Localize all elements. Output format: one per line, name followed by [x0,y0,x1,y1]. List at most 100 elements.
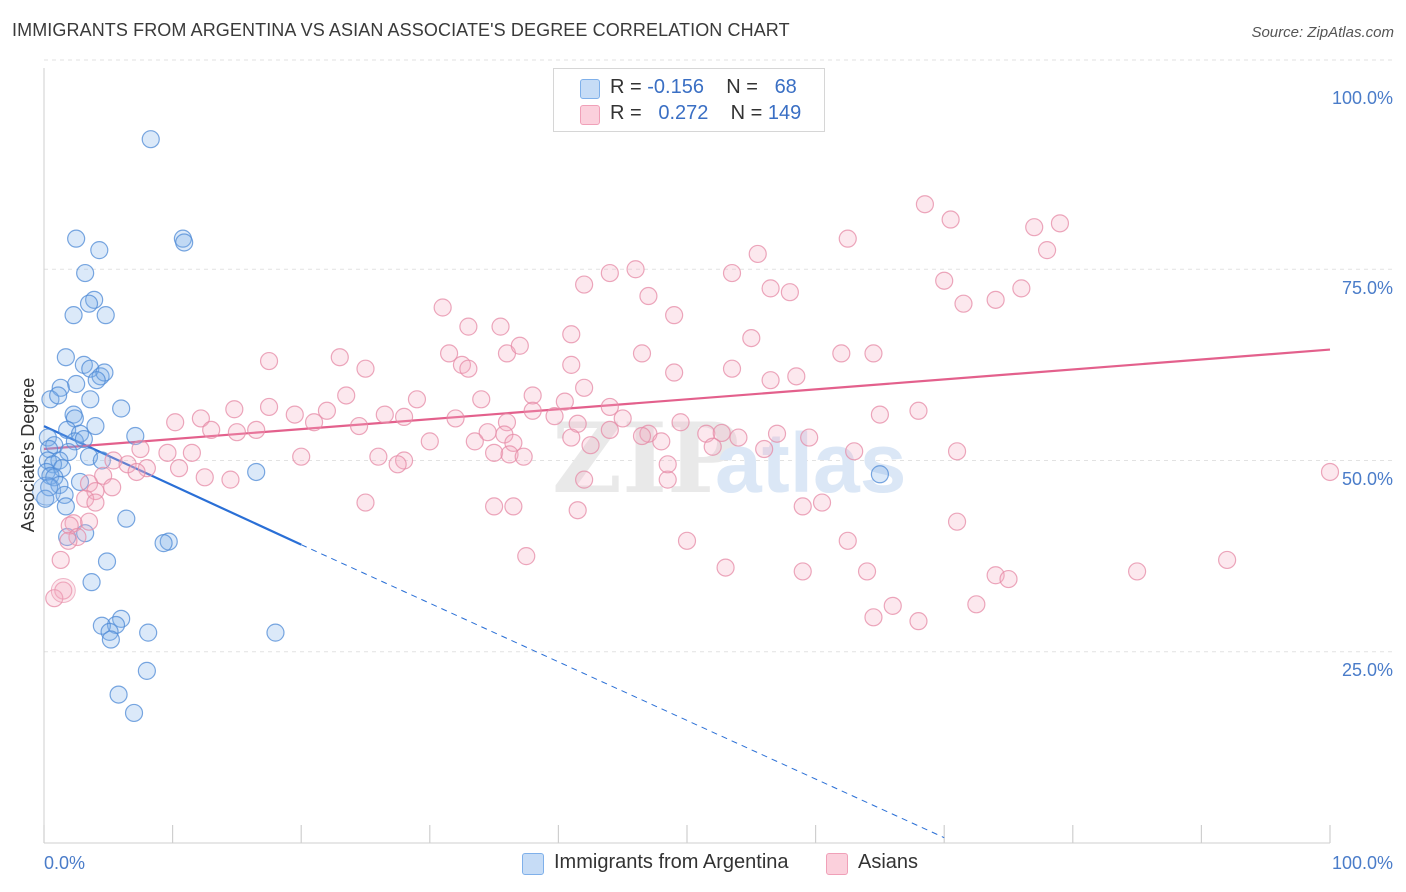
legend-n-label: N = [726,76,758,98]
correlation-legend: R = -0.156 N = 68 R = 0.272 N = 149 [553,68,825,132]
point-asians [755,439,774,459]
point-asians [722,359,742,378]
legend-n-label: N = [730,102,763,124]
trend-line-argentina-extension [300,544,945,839]
legend-n-value: 149 [767,102,802,124]
trend-lines [43,348,1331,839]
point-asians [349,416,369,436]
point-asians [555,392,574,411]
point-argentina [97,552,117,571]
point-argentina [67,229,86,248]
point-argentina [141,130,160,149]
x-tick-label: 100.0% [1332,853,1393,873]
point-asians [407,390,427,409]
point-asians [780,283,799,302]
point-argentina [32,476,62,506]
point-asians [356,493,375,512]
point-asians [883,596,902,615]
point-asians [935,271,954,290]
point-asians [86,493,105,512]
point-asians [575,378,594,397]
point-asians [202,420,221,439]
point-asians [671,413,690,432]
point-argentina [81,390,100,409]
point-asians [439,344,459,363]
point-asians [909,401,928,420]
point-asians [420,432,439,451]
point-asians [182,443,201,462]
grid-lines [44,59,1392,653]
point-asians [812,493,832,512]
point-asians [394,407,414,426]
point-asians [356,359,375,378]
point-asians [137,459,156,478]
point-asians [485,443,504,462]
source-credit: Source: ZipAtlas.com [1251,24,1394,41]
point-asians [748,244,767,264]
point-asians [369,447,388,466]
point-argentina [76,263,95,283]
y-tick-label: 50.0% [1342,469,1393,489]
point-asians [838,531,857,550]
point-asians [947,442,967,461]
point-asians [76,489,95,508]
point-asians [127,462,146,482]
point-argentina [36,489,55,508]
point-asians [50,578,76,604]
point-asians [1012,279,1031,298]
point-asians [104,451,123,470]
legend-swatch-asians [580,105,600,125]
tick-labels: 25.0% 50.0% 75.0% 100.0% 0.0% 100.0% [44,88,1393,873]
point-asians [285,405,304,424]
point-asians [317,401,337,420]
trend-line-asians [43,348,1331,451]
point-asians [568,501,587,520]
y-axis-label: Associate's Degree [18,378,38,533]
point-asians [600,263,619,283]
point-asians [485,497,504,516]
point-asians [722,263,742,283]
point-asians [472,390,491,409]
point-asians [575,275,594,294]
point-asians [259,351,279,371]
legend-text-argentina: R = -0.156 N = 68 [610,76,797,99]
point-asians [665,306,684,325]
point-asians [793,562,812,581]
point-argentina [95,363,114,382]
point-asians [703,437,722,456]
point-asians [292,447,311,466]
legend-r-value: -0.156 [647,76,704,98]
point-asians [225,400,244,419]
point-argentina [112,399,131,418]
point-asians [1037,241,1057,260]
point-asians [459,317,478,336]
point-asians [613,409,632,428]
point-asians [523,401,542,420]
bottom-legend-swatch-asians [826,853,848,875]
point-argentina [70,472,90,492]
point-asians [510,336,529,355]
point-asians [947,512,967,531]
point-asians [491,317,510,336]
legend-swatch-argentina [580,79,600,99]
point-asians [986,290,1005,309]
data-points [32,130,1340,723]
point-asians [857,562,877,581]
point-asians [500,445,519,464]
y-tick-label: 75.0% [1342,278,1393,298]
point-asians [1320,462,1340,482]
point-argentina [56,497,75,516]
point-asians [658,455,677,474]
point-argentina [90,241,109,260]
point-asians [864,608,883,627]
point-argentina [175,233,194,252]
point-asians [59,531,78,550]
point-asians [800,428,819,447]
point-asians [999,569,1018,589]
point-argentina [82,573,101,592]
point-asians [864,344,883,363]
point-asians [658,470,677,489]
point-asians [767,424,787,443]
point-asians [158,443,177,462]
